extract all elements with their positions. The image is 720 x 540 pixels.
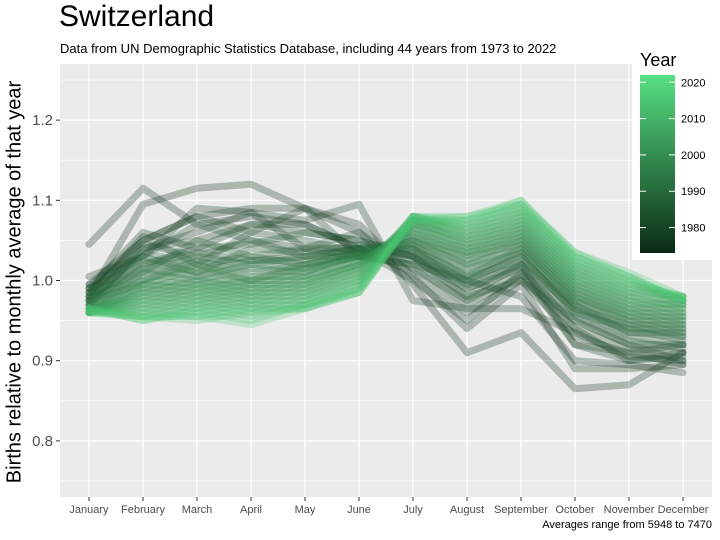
y-tick-label: 0.8 (32, 433, 53, 450)
series-line-1987 (85, 244, 687, 345)
series-line-1977 (85, 220, 687, 365)
series-line-1997 (85, 232, 687, 325)
series-line-2013 (85, 204, 687, 325)
x-tick-label: December (658, 504, 709, 516)
series-line-2010 (85, 204, 687, 317)
x-tick-label: November (604, 504, 655, 516)
legend-label: 1990 (681, 186, 705, 198)
series-line-1982 (85, 228, 687, 357)
series-line-1999 (85, 228, 687, 321)
grid-major (60, 64, 712, 497)
series-line-2011 (85, 208, 687, 321)
series-line-1990 (85, 240, 687, 333)
legend-label: 2010 (681, 114, 705, 126)
series-line-1998 (85, 224, 687, 317)
series-line-1986 (85, 240, 687, 341)
series-line-1974 (85, 180, 687, 393)
series-line-1993 (85, 236, 687, 333)
x-tick-label: January (69, 504, 109, 516)
series-line-2004 (85, 216, 687, 317)
series-line-2005 (85, 220, 687, 313)
y-tick-label: 1.2 (32, 112, 53, 129)
legend-colorbar (640, 75, 675, 253)
series-line-2015 (85, 200, 687, 325)
chart-title: Switzerland (59, 0, 215, 33)
series-line-1981 (85, 220, 687, 365)
x-axis-ticks: January February March April May June July Augu… (69, 497, 709, 516)
series-line-1978 (85, 208, 687, 357)
grid-minor (60, 79, 712, 482)
legend-label: 2000 (681, 150, 705, 162)
series-line-1980 (85, 220, 687, 369)
x-tick-label: July (403, 504, 423, 516)
series-line-1983 (85, 228, 687, 349)
series-line-2008 (85, 208, 687, 317)
y-tick-label: 0.9 (32, 353, 53, 370)
x-tick-label: May (295, 504, 316, 516)
series-line-2016 (85, 196, 687, 329)
series-line-1975 (85, 204, 687, 373)
series-line-2000 (85, 220, 687, 317)
series-line-1996 (85, 228, 687, 321)
x-tick-label: October (555, 504, 594, 516)
series-line-1995 (85, 236, 687, 329)
series-line-2002 (85, 216, 687, 317)
series-line-2012 (85, 200, 687, 321)
series-line-1989 (85, 244, 687, 341)
chart-caption: Averages range from 5948 to 7470 (542, 519, 712, 531)
series-line-1991 (85, 240, 687, 337)
y-tick-label: 1.1 (32, 192, 53, 209)
x-tick-label: August (450, 504, 484, 516)
chart-subtitle: Data from UN Demographic Statistics Data… (60, 41, 557, 56)
series-line-1994 (85, 232, 687, 325)
series-line-2014 (85, 196, 687, 325)
legend-title: Year (640, 50, 676, 70)
x-tick-label: March (182, 504, 213, 516)
series-line-1984 (85, 236, 687, 353)
series-line-2006 (85, 212, 687, 317)
series-line-2007 (85, 216, 687, 313)
legend: Year 2020 2010 2000 1990 1980 (632, 45, 714, 260)
x-tick-label: April (240, 504, 262, 516)
y-axis-ticks: 0.8 0.9 1.0 1.1 1.2 (32, 112, 60, 450)
legend-label: 2020 (681, 77, 705, 89)
series-line-1985 (85, 236, 687, 349)
y-tick-label: 1.0 (32, 273, 53, 290)
series-line-2003 (85, 220, 687, 313)
series-line-1992 (85, 236, 687, 329)
x-tick-label: February (121, 504, 166, 516)
series-line-1976 (85, 200, 687, 365)
series-line-1988 (85, 244, 687, 337)
series-line-2001 (85, 224, 687, 317)
x-tick-label: June (347, 504, 371, 516)
x-tick-label: September (494, 504, 548, 516)
series-line-1979 (85, 204, 687, 365)
legend-label: 1980 (681, 223, 705, 235)
series-layer (85, 180, 687, 393)
series-line-1973 (85, 184, 687, 377)
series-line-2009 (85, 212, 687, 317)
